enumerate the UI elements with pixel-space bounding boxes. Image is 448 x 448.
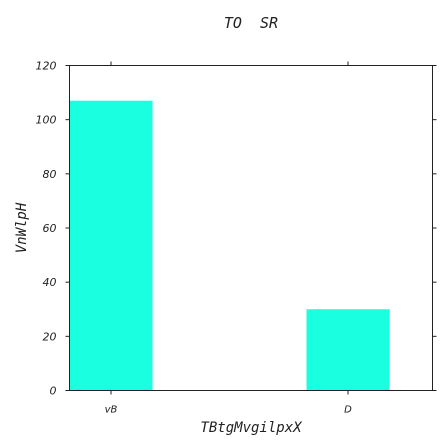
y-tick-label: 60	[43, 222, 57, 235]
y-axis: 0 20 40 60 80 100 120	[36, 60, 437, 398]
x-axis-label: TBtgMvgilpxX	[200, 420, 303, 436]
y-tick-label: 100	[36, 114, 57, 127]
y-tick-label: 0	[50, 385, 57, 398]
bar-D	[306, 309, 390, 391]
plot-frame	[69, 65, 433, 391]
chart-title: TO SR	[224, 14, 278, 32]
y-tick-label: 20	[43, 330, 57, 343]
y-tick-label: 40	[43, 276, 57, 289]
x-tick-label: vB	[105, 405, 118, 416]
y-axis-label: VnWlpH	[14, 202, 30, 253]
bars-group	[69, 100, 390, 391]
y-tick-label: 80	[43, 168, 57, 181]
bar-vB	[69, 100, 153, 391]
x-tick-label: D	[344, 405, 352, 416]
x-axis: vB D	[105, 61, 352, 416]
y-tick-label: 120	[36, 60, 57, 73]
